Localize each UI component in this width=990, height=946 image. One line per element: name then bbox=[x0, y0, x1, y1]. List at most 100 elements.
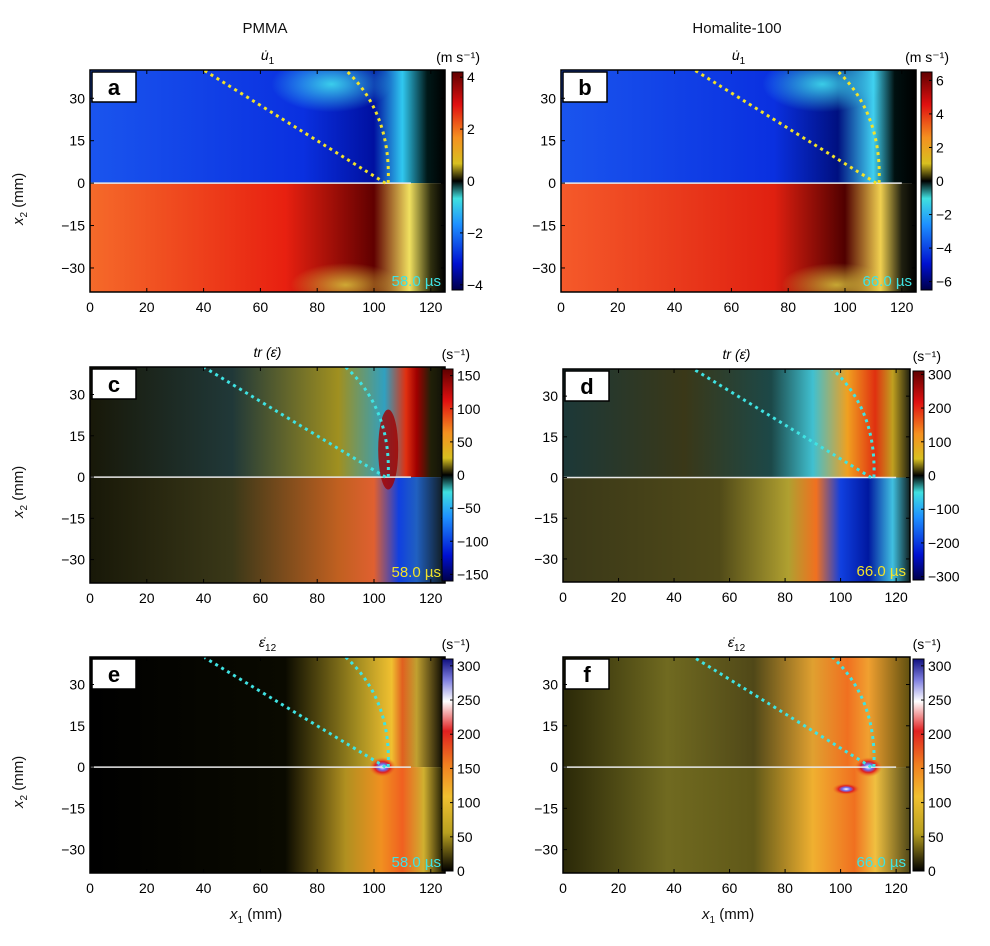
quantity-title: ε̇12 bbox=[728, 634, 746, 654]
y-tick-label: 30 bbox=[542, 677, 558, 693]
unit-label: (s⁻¹) bbox=[442, 346, 470, 362]
panel-label-box bbox=[91, 658, 137, 690]
shear-mach-front-guide bbox=[202, 657, 387, 769]
heatmap-upper-half bbox=[563, 657, 910, 768]
y-tick-label: 15 bbox=[540, 133, 556, 149]
colorbar-tick-label: −6 bbox=[936, 274, 952, 290]
y-label-sub: 2 bbox=[19, 794, 30, 801]
x-tick-label: 120 bbox=[884, 880, 908, 896]
panel-label-box bbox=[564, 658, 610, 690]
x-tick-label: 20 bbox=[610, 299, 626, 315]
colorbar-tick-label: 100 bbox=[928, 434, 952, 450]
y-label-sub: 2 bbox=[19, 504, 30, 511]
dilatational-front-guide bbox=[831, 369, 876, 478]
dilatational-front-guide bbox=[344, 367, 390, 478]
x-tick-label: 0 bbox=[559, 880, 567, 896]
quantity-title: ε̇12 bbox=[259, 634, 277, 654]
x-tick-label: 40 bbox=[196, 590, 212, 606]
x-tick-label: 40 bbox=[196, 299, 212, 315]
panel-label: a bbox=[108, 75, 121, 100]
colorbar-tick-label: 0 bbox=[457, 467, 465, 483]
heatmap bbox=[563, 657, 910, 873]
x-tick-label: 60 bbox=[253, 880, 269, 896]
colorbar-tick-label: 200 bbox=[928, 726, 952, 742]
panel-label-box bbox=[91, 71, 137, 103]
y-tick-label: −30 bbox=[532, 260, 556, 276]
unit-label: (m s⁻¹) bbox=[905, 49, 949, 65]
y-tick-label: 15 bbox=[69, 133, 85, 149]
heatmap-feature bbox=[271, 70, 392, 113]
x-axis-label-left: x1 (mm) bbox=[230, 906, 282, 926]
y-label-sub: 2 bbox=[19, 211, 30, 218]
heatmap-feature bbox=[378, 409, 399, 490]
colorbar-tick-label: 250 bbox=[457, 692, 481, 708]
x-tick-label: 0 bbox=[86, 590, 94, 606]
x-tick-label: 120 bbox=[419, 880, 443, 896]
panel-label-box bbox=[562, 71, 608, 103]
x-tick-label: 60 bbox=[722, 880, 738, 896]
panel-label: e bbox=[108, 662, 120, 687]
x-tick-label: 120 bbox=[890, 299, 914, 315]
x-tick-label: 80 bbox=[777, 880, 793, 896]
colorbar-tick-label: 100 bbox=[928, 795, 952, 811]
colorbar-tick-label: 0 bbox=[928, 468, 936, 484]
colorbar-tick-label: 50 bbox=[457, 829, 473, 845]
x-label-var: x bbox=[230, 906, 238, 923]
unit-label: (m s⁻¹) bbox=[436, 49, 480, 65]
colorbar-tick-label: 2 bbox=[467, 121, 475, 137]
heatmap bbox=[90, 657, 445, 873]
x-tick-label: 60 bbox=[724, 299, 740, 315]
colorbar-tick-label: 200 bbox=[457, 726, 481, 742]
x-tick-label: 20 bbox=[611, 880, 627, 896]
panel-label: f bbox=[583, 662, 591, 687]
x-tick-label: 120 bbox=[419, 590, 443, 606]
y-tick-label: 30 bbox=[542, 388, 558, 404]
y-tick-label: −30 bbox=[61, 552, 85, 568]
x-tick-label: 100 bbox=[829, 880, 853, 896]
heatmap-lower-half bbox=[90, 767, 445, 873]
x-label-unit: (mm) bbox=[715, 906, 755, 923]
x-label-var: x bbox=[702, 906, 710, 923]
y-tick-label: −30 bbox=[61, 842, 85, 858]
dilatational-front-guide bbox=[831, 657, 876, 768]
x-tick-label: 60 bbox=[253, 299, 269, 315]
y-tick-label: 15 bbox=[69, 428, 85, 444]
heatmap-feature bbox=[762, 70, 883, 113]
heatmap-lower-half bbox=[563, 477, 910, 582]
dilatational-front-guide bbox=[344, 657, 390, 768]
time-label: 66.0 µs bbox=[856, 854, 906, 871]
colorbar-tick-label: 300 bbox=[928, 658, 952, 674]
y-tick-label: −15 bbox=[534, 510, 558, 526]
shear-mach-front-guide bbox=[202, 70, 387, 185]
y-tick-label: −15 bbox=[534, 800, 558, 816]
heatmap-upper-half bbox=[90, 657, 445, 768]
time-label: 58.0 µs bbox=[391, 564, 441, 581]
y-axis-label-a: x2 (mm) bbox=[10, 173, 30, 225]
y-axis-label-c: x2 (mm) bbox=[10, 466, 30, 518]
colorbar-tick-label: −200 bbox=[928, 535, 960, 551]
heatmap bbox=[90, 70, 445, 292]
heatmap-upper-half bbox=[563, 369, 910, 478]
colorbar-tick-label: 150 bbox=[928, 760, 952, 776]
x-tick-label: 0 bbox=[86, 880, 94, 896]
colorbar-tick-label: 100 bbox=[457, 795, 481, 811]
colorbar-tick-label: −4 bbox=[936, 240, 952, 256]
quantity-title: u̇1 bbox=[261, 47, 275, 67]
colorbar-tick-label: 0 bbox=[936, 173, 944, 189]
x-tick-label: 100 bbox=[362, 880, 386, 896]
x-tick-label: 0 bbox=[557, 299, 565, 315]
heatmap-feature bbox=[781, 262, 892, 292]
y-tick-label: 15 bbox=[542, 429, 558, 445]
y-label-var: x bbox=[10, 510, 27, 519]
colorbar-tick-label: −2 bbox=[467, 225, 483, 241]
colorbar-tick-label: 300 bbox=[928, 366, 952, 382]
y-tick-label: 0 bbox=[548, 175, 556, 191]
plot-frame bbox=[562, 656, 911, 874]
panel-label: b bbox=[578, 75, 591, 100]
x-tick-label: 100 bbox=[362, 590, 386, 606]
shear-mach-front-guide bbox=[692, 657, 872, 769]
shear-mach-front-guide bbox=[692, 369, 872, 479]
panel-label: c bbox=[108, 372, 120, 397]
